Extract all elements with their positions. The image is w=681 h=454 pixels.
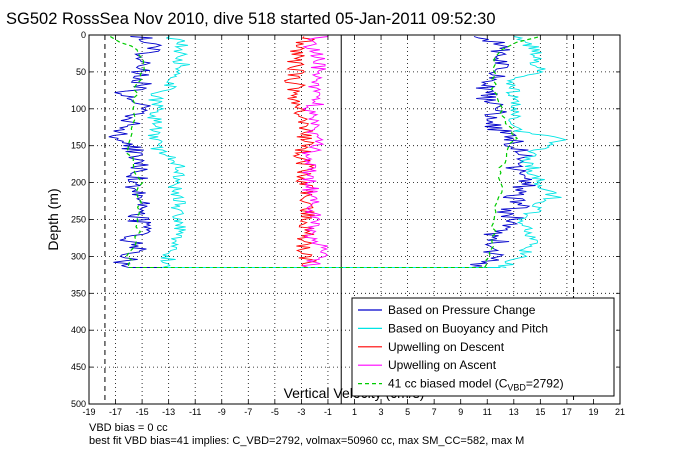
series-1-descent-line — [147, 36, 190, 268]
legend-label-2: Upwelling on Descent — [388, 340, 505, 354]
x-tick-label: 1 — [352, 407, 357, 417]
grid — [89, 35, 620, 404]
series-3-profile-line — [302, 36, 329, 268]
x-tick-label: -19 — [82, 407, 95, 417]
x-tick-label: -1 — [324, 407, 332, 417]
x-tick-label: -9 — [218, 407, 226, 417]
series-4-ascent-line — [484, 35, 541, 268]
series-3 — [302, 36, 329, 268]
x-tick-label: 17 — [562, 407, 572, 417]
y-tick-label: 500 — [71, 399, 86, 409]
x-tick-label: -13 — [162, 407, 175, 417]
x-tick-label: -7 — [244, 407, 252, 417]
chart-title: SG502 RossSea Nov 2010, dive 518 started… — [6, 10, 496, 28]
y-axis-ticks: 0 50 100 150 200 250 300 350 400 450 500 — [71, 30, 620, 409]
x-tick-label: 15 — [535, 407, 545, 417]
legend-label-4: 41 cc biased model (CVBD=2792) — [388, 377, 564, 393]
x-tick-label: -17 — [109, 407, 122, 417]
y-tick-label: 250 — [71, 215, 86, 225]
legend-label-3: Upwelling on Ascent — [388, 358, 497, 372]
footer-line-1: VBD bias = 0 cc — [89, 422, 168, 434]
y-tick-label: 450 — [71, 362, 86, 372]
y-tick-label: 150 — [71, 141, 86, 151]
series-group — [108, 35, 567, 268]
x-tick-label: 7 — [432, 407, 437, 417]
series-1-ascent-line — [498, 36, 567, 268]
series-4-descent-line — [109, 35, 145, 268]
y-tick-label: 50 — [76, 67, 86, 77]
series-0-descent-line — [108, 36, 163, 268]
series-4 — [109, 35, 541, 268]
y-tick-label: 100 — [71, 104, 86, 114]
x-tick-label: 13 — [509, 407, 519, 417]
x-tick-label: 3 — [379, 407, 384, 417]
legend-box — [351, 297, 615, 397]
x-tick-label: 9 — [458, 407, 463, 417]
y-tick-label: 200 — [71, 178, 86, 188]
y-axis-label: Depth (m) — [45, 188, 61, 250]
x-tick-label: 19 — [588, 407, 598, 417]
footer-line-2: best fit VBD bias=41 implies: C_VBD=2792… — [89, 435, 524, 447]
y-tick-label: 0 — [81, 30, 86, 40]
x-tick-label: -5 — [271, 407, 279, 417]
x-tick-label: -3 — [297, 407, 305, 417]
legend: Based on Pressure Change Based on Buoyanc… — [351, 297, 615, 397]
legend-label-1: Based on Buoyancy and Pitch — [388, 321, 548, 335]
x-tick-label: 5 — [405, 407, 410, 417]
x-axis-ticks: -19 -17 -15 -13 -11 -9 -7 -5 -3 -1 1 3 5 7 9 11 13 15 17 19… — [82, 35, 625, 417]
legend-label-0: Based on Pressure Change — [388, 303, 536, 317]
x-tick-label: 21 — [615, 407, 625, 417]
x-tick-label: -15 — [136, 407, 149, 417]
y-tick-label: 350 — [71, 288, 86, 298]
x-tick-label: -11 — [189, 407, 201, 417]
series-0-ascent-line — [470, 36, 536, 268]
y-tick-label: 400 — [71, 325, 86, 335]
x-tick-label: 11 — [483, 407, 492, 417]
y-tick-label: 300 — [71, 251, 86, 261]
